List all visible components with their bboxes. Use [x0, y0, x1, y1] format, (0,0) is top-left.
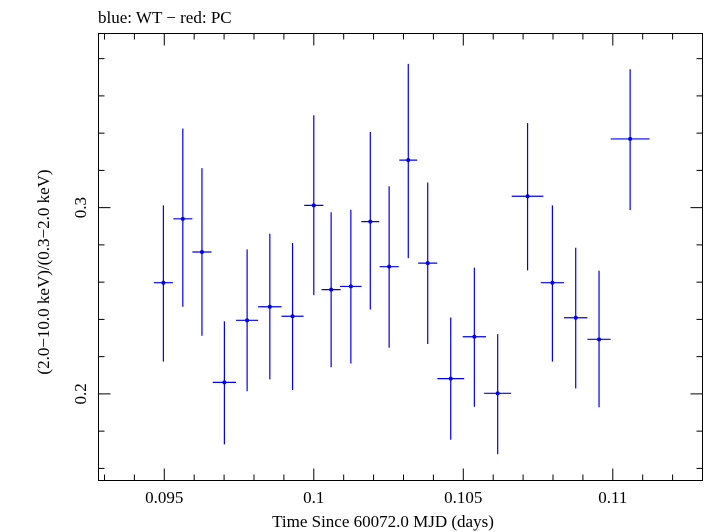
data-point — [267, 304, 272, 309]
x-axis-label: Time Since 60072.0 MJD (days) — [272, 512, 494, 531]
data-point — [550, 280, 555, 285]
x-tick-label: 0.105 — [444, 488, 482, 507]
data-point — [406, 158, 411, 163]
plot-frame — [98, 33, 703, 481]
y-tick-label: 0.2 — [71, 383, 90, 404]
y-tick-label: 0.3 — [71, 197, 90, 218]
data-point — [628, 136, 633, 141]
x-tick-label: 0.1 — [303, 488, 324, 507]
plot-layer — [153, 63, 650, 455]
data-point — [573, 315, 578, 320]
data-point — [311, 203, 316, 208]
data-point — [245, 318, 250, 323]
x-tick-label: 0.095 — [145, 488, 183, 507]
data-point — [161, 280, 166, 285]
data-point — [348, 284, 353, 289]
axis-layer: 0.095 0.1 0.105 0.11 0.2 0.3 — [71, 33, 703, 507]
x-tick-label: 0.11 — [598, 488, 627, 507]
data-point — [387, 264, 392, 269]
data-point — [290, 314, 295, 319]
data-point — [472, 334, 477, 339]
data-point — [525, 194, 530, 199]
data-point — [222, 380, 227, 385]
data-point — [180, 216, 185, 221]
data-point — [448, 376, 453, 381]
data-point — [597, 337, 602, 342]
data-point — [329, 287, 334, 292]
data-point — [425, 261, 430, 266]
chart-title: blue: WT − red: PC — [98, 8, 232, 27]
y-axis-label: (2.0−10.0 keV)/(0.3−2.0 keV) — [34, 169, 53, 374]
data-point — [199, 249, 204, 254]
data-point — [368, 219, 373, 224]
data-point — [495, 391, 500, 396]
